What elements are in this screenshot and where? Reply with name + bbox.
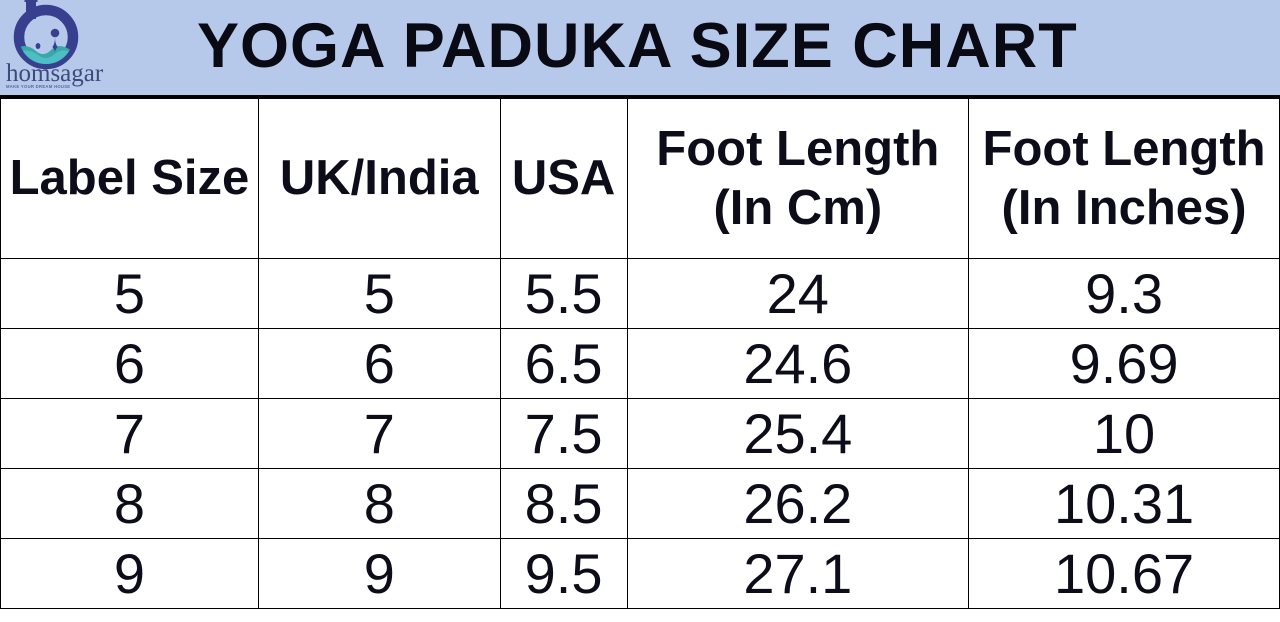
svg-text:homsagar: homsagar [6, 60, 104, 87]
svg-text:MAKE YOUR DREAM HOUSE: MAKE YOUR DREAM HOUSE [6, 84, 70, 89]
